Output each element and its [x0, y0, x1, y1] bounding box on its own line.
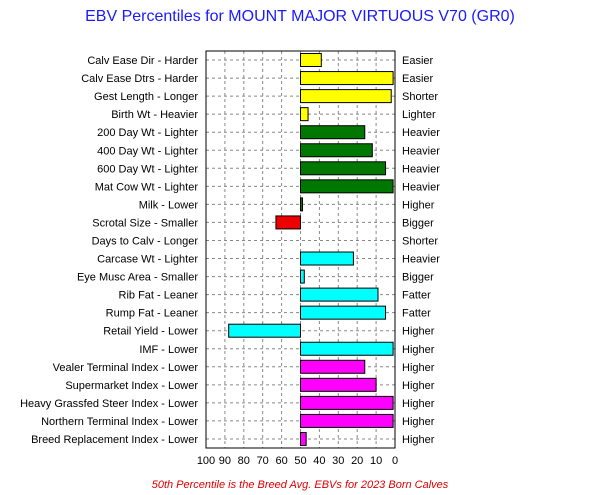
direction-label: Fatter	[402, 290, 431, 302]
category-label: IMF - Lower	[139, 344, 198, 356]
x-tick-label: 10	[370, 455, 382, 467]
category-label: Vealer Terminal Index - Lower	[53, 362, 199, 374]
direction-label: Heavier	[402, 163, 440, 175]
x-tick-label: 80	[238, 455, 250, 467]
direction-label: Higher	[402, 326, 435, 338]
x-tick-labels: 100 90 80 70 60 50 40 30 20 10 0	[197, 455, 398, 467]
category-label: 200 Day Wt - Lighter	[97, 127, 198, 139]
direction-label: Heavier	[402, 145, 440, 157]
plot-frame	[205, 50, 396, 449]
x-tick-label: 100	[197, 455, 215, 467]
x-tick-label: 70	[257, 455, 269, 467]
category-label: Supermarket Index - Lower	[65, 380, 198, 392]
direction-label: Heavier	[402, 254, 440, 266]
direction-label: Easier	[402, 73, 434, 85]
category-label: Calv Ease Dir - Harder	[87, 55, 198, 67]
left-labels: Calv Ease Dir - Harder Calv Ease Dtrs - H…	[20, 55, 198, 446]
direction-label: Bigger	[402, 217, 434, 229]
direction-label: Heavier	[402, 127, 440, 139]
direction-label: Fatter	[402, 308, 431, 320]
bar	[300, 71, 394, 86]
x-tick-label: 50	[294, 455, 306, 467]
category-label: Breed Replacement Index - Lower	[31, 434, 198, 446]
category-label: Retail Yield - Lower	[103, 326, 198, 338]
category-label: Gest Length - Longer	[94, 91, 198, 103]
bar	[300, 89, 392, 104]
category-label: Rib Fat - Leaner	[119, 290, 199, 302]
bar	[300, 251, 354, 266]
bar	[300, 431, 307, 446]
direction-label: Easier	[402, 55, 434, 67]
bar	[300, 377, 377, 392]
direction-label: Heavier	[402, 181, 440, 193]
bar	[300, 53, 322, 68]
direction-label: Higher	[402, 416, 435, 428]
category-label: Birth Wt - Heavier	[111, 109, 198, 121]
bar	[300, 269, 305, 284]
x-tick-label: 90	[219, 455, 231, 467]
category-label: Northern Terminal Index - Lower	[41, 416, 198, 428]
bar	[300, 143, 373, 158]
bar	[300, 287, 379, 302]
category-label: Heavy Grassfed Steer Index - Lower	[20, 398, 198, 410]
bar	[300, 395, 394, 410]
x-tick-label: 40	[313, 455, 325, 467]
bar	[300, 341, 394, 356]
direction-label: Shorter	[402, 91, 438, 103]
category-label: Carcase Wt - Lighter	[97, 254, 198, 266]
bars	[228, 53, 394, 446]
category-label: Days to Calv - Longer	[92, 235, 199, 247]
direction-label: Lighter	[402, 109, 436, 121]
category-label: 600 Day Wt - Lighter	[97, 163, 198, 175]
category-label: Milk - Lower	[139, 199, 199, 211]
direction-label: Higher	[402, 362, 435, 374]
right-labels: Easier Easier Shorter Lighter Heavier Heavier…	[402, 55, 440, 446]
bar	[300, 125, 366, 140]
bar	[300, 179, 394, 194]
direction-label: Higher	[402, 380, 435, 392]
category-label: Eye Musc Area - Smaller	[77, 272, 198, 284]
x-tick-label: 0	[392, 455, 398, 467]
category-label: Rump Fat - Leaner	[106, 308, 199, 320]
direction-label: Shorter	[402, 235, 438, 247]
direction-label: Higher	[402, 434, 435, 446]
x-tick-label: 20	[351, 455, 363, 467]
category-label: Calv Ease Dtrs - Harder	[81, 73, 198, 85]
bar	[300, 413, 394, 428]
direction-label: Bigger	[402, 272, 434, 284]
x-tick-label: 30	[332, 455, 344, 467]
bar	[300, 197, 303, 212]
bar	[300, 305, 387, 320]
category-label: Mat Cow Wt - Lighter	[95, 181, 199, 193]
bar	[300, 107, 309, 122]
direction-label: Higher	[402, 398, 435, 410]
x-tick-label: 60	[275, 455, 287, 467]
bar	[300, 359, 366, 374]
direction-label: Higher	[402, 199, 435, 211]
chart-title: EBV Percentiles for MOUNT MAJOR VIRTUOUS…	[85, 8, 515, 25]
chart-footnote: 50th Percentile is the Breed Avg. EBVs f…	[152, 479, 449, 491]
bar	[300, 161, 387, 176]
bar	[275, 215, 301, 230]
bar	[228, 323, 301, 338]
category-label: Scrotal Size - Smaller	[92, 217, 198, 229]
category-label: 400 Day Wt - Lighter	[97, 145, 198, 157]
direction-label: Higher	[402, 344, 435, 356]
